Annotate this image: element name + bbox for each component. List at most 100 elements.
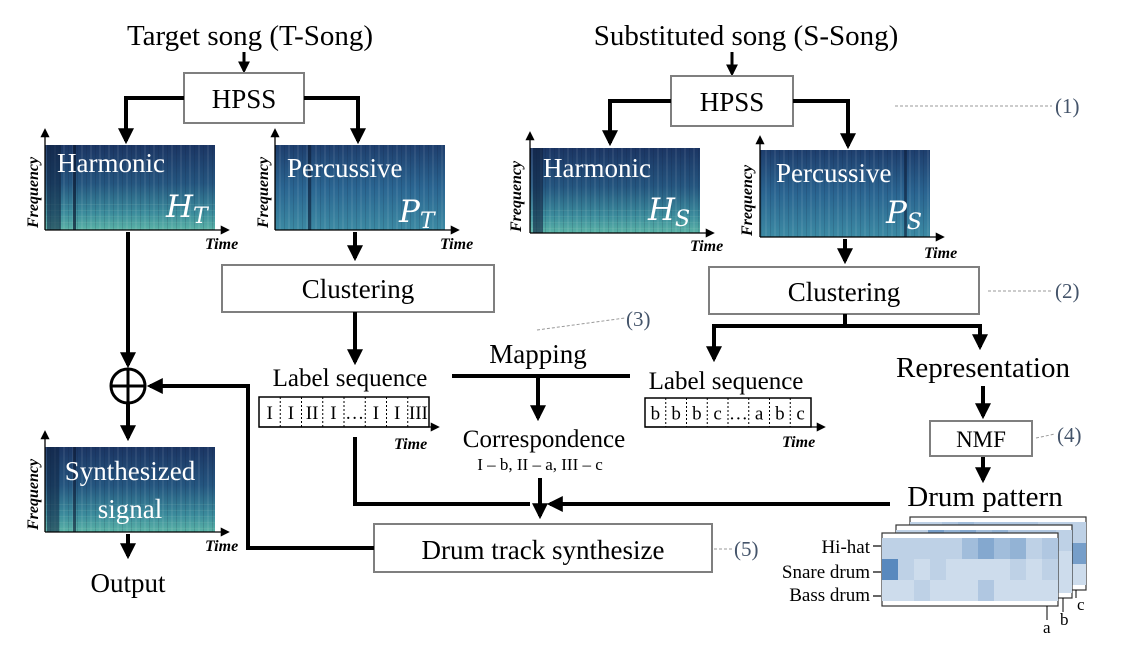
nmf-label: NMF: [956, 427, 1006, 452]
sequence-label: III: [409, 403, 428, 424]
arrow-synth-to-sum: [146, 378, 374, 550]
sequence-label: b: [651, 404, 661, 425]
heatmap-cell: [1070, 564, 1086, 585]
heatmap-cell: [994, 580, 1010, 601]
heatmap-cell: [962, 559, 978, 580]
substituted-song-title: Substituted song (S-Song): [594, 20, 899, 52]
heatmap-cell: [962, 538, 978, 559]
sequence-label: c: [796, 404, 804, 425]
step-marker-3: (3): [626, 307, 651, 331]
drum-row-label-bass: Bass drum: [789, 585, 870, 606]
sum-node-icon: [109, 367, 147, 405]
heatmap-cell: [1070, 522, 1086, 543]
heatmap-cell: [962, 580, 978, 601]
heatmap-cell: [882, 538, 898, 559]
heatmap-cell: [1056, 551, 1072, 572]
label-sequence-cells-left: I I II I… I I III: [266, 397, 428, 427]
freq-label-percussive-substituted: Frequency: [739, 164, 756, 237]
sequence-label: b: [692, 404, 702, 425]
heatmap-cell: [898, 559, 914, 580]
hpss-label-right: HPSS: [700, 87, 765, 117]
heatmap-cell: [1056, 572, 1072, 593]
time-label-sequence-right: Time: [782, 434, 815, 451]
heatmap-cell: [914, 580, 930, 601]
heatmap-cell: [1010, 538, 1026, 559]
mapping-label: Mapping: [489, 339, 587, 369]
percussive-label-substituted: Percussive: [776, 158, 891, 188]
heatmap-cell: [882, 559, 898, 580]
label-sequence-title-left: Label sequence: [273, 365, 428, 392]
step-marker-2: (2): [1055, 279, 1080, 303]
sequence-label: II: [306, 403, 319, 424]
sequence-label: a: [755, 404, 764, 425]
marker-4-leader: [1035, 433, 1056, 439]
heatmap-cell: [930, 559, 946, 580]
time-label-sequence-left: Time: [394, 436, 427, 453]
heatmap-cell: [898, 538, 914, 559]
heatmap-cell: [946, 580, 962, 601]
sequence-label: I: [394, 403, 400, 424]
heatmap-cell: [1042, 559, 1058, 580]
heatmap-cell: [1026, 538, 1042, 559]
h-s-symbol: HS: [647, 192, 690, 232]
heatmap-cell: [914, 559, 930, 580]
sequence-label: I: [266, 403, 272, 424]
step-marker-1: (1): [1055, 94, 1080, 118]
heatmap-cell: [1042, 580, 1058, 601]
sequence-label: c: [713, 404, 721, 425]
heatmap-cell: [1026, 580, 1042, 601]
time-label-synthesized: Time: [205, 538, 238, 555]
heatmap-cell: [946, 559, 962, 580]
heatmap-cell: [978, 580, 994, 601]
correspondence-label: Correspondence: [463, 426, 625, 453]
drum-row-label-snare: Snare drum: [782, 562, 870, 583]
percussive-label-target: Percussive: [287, 153, 402, 183]
arrow-hpss-to-percussive-left: [304, 96, 366, 145]
heatmap-cell: [994, 538, 1010, 559]
clustering-box-right: [708, 266, 980, 315]
spectrogram-percussive-substituted: [760, 150, 930, 237]
p-s-symbol: PS: [885, 195, 922, 235]
layer-label-b: b: [1060, 610, 1069, 629]
synthesized-label-line1: Synthesized: [65, 456, 196, 486]
h-t-symbol: HT: [165, 189, 210, 229]
freq-label-synthesized: Frequency: [25, 458, 42, 531]
time-label-percussive-target: Time: [440, 236, 473, 253]
correspondence-detail: I – b, II – a, III – c: [477, 455, 603, 474]
step-marker-4: (4): [1057, 423, 1082, 447]
sequence-label: b: [775, 404, 785, 425]
layer-label-c: c: [1077, 595, 1085, 614]
heatmap-cell: [994, 559, 1010, 580]
synthesized-label-line2: signal: [98, 494, 163, 524]
drum-pattern-heatmap-stack: [881, 516, 1087, 607]
layer-label-a: a: [1043, 618, 1051, 637]
heatmap-cell: [1010, 559, 1026, 580]
drum-synth-label: Drum track synthesize: [422, 535, 665, 565]
spectrogram-harmonic-target: [45, 145, 215, 230]
heatmap-cell: [978, 559, 994, 580]
sequence-label: I: [288, 403, 294, 424]
sequence-label: …: [345, 403, 364, 424]
label-sequence-title-right: Label sequence: [649, 368, 804, 395]
freq-label-harmonic-substituted: Frequency: [508, 160, 525, 233]
arrow-hpss-to-harmonic-left: [118, 96, 184, 145]
arrow-hpss-to-percussive-right: [793, 99, 856, 150]
heatmap-cell: [1056, 530, 1072, 551]
sequence-label: b: [671, 404, 681, 425]
representation-label: Representation: [896, 352, 1070, 384]
heatmap-cell: [930, 538, 946, 559]
spectrogram-harmonic-substituted: [530, 148, 700, 233]
freq-label-harmonic-target: Frequency: [25, 156, 42, 229]
arrow-clustering-to-label-seq-right: [706, 324, 845, 363]
heatmap-cell: [946, 538, 962, 559]
drum-pattern-label: Drum pattern: [907, 481, 1063, 513]
arrow-label-seq-to-merge: [353, 437, 530, 506]
heatmap-cell: [1042, 538, 1058, 559]
spectrogram-synthesized: [45, 447, 215, 532]
heatmap-cell: [930, 580, 946, 601]
sequence-label: I: [330, 403, 336, 424]
label-sequence-cells-right: b b b c… a b c: [651, 398, 805, 427]
sequence-label: …: [729, 404, 748, 425]
